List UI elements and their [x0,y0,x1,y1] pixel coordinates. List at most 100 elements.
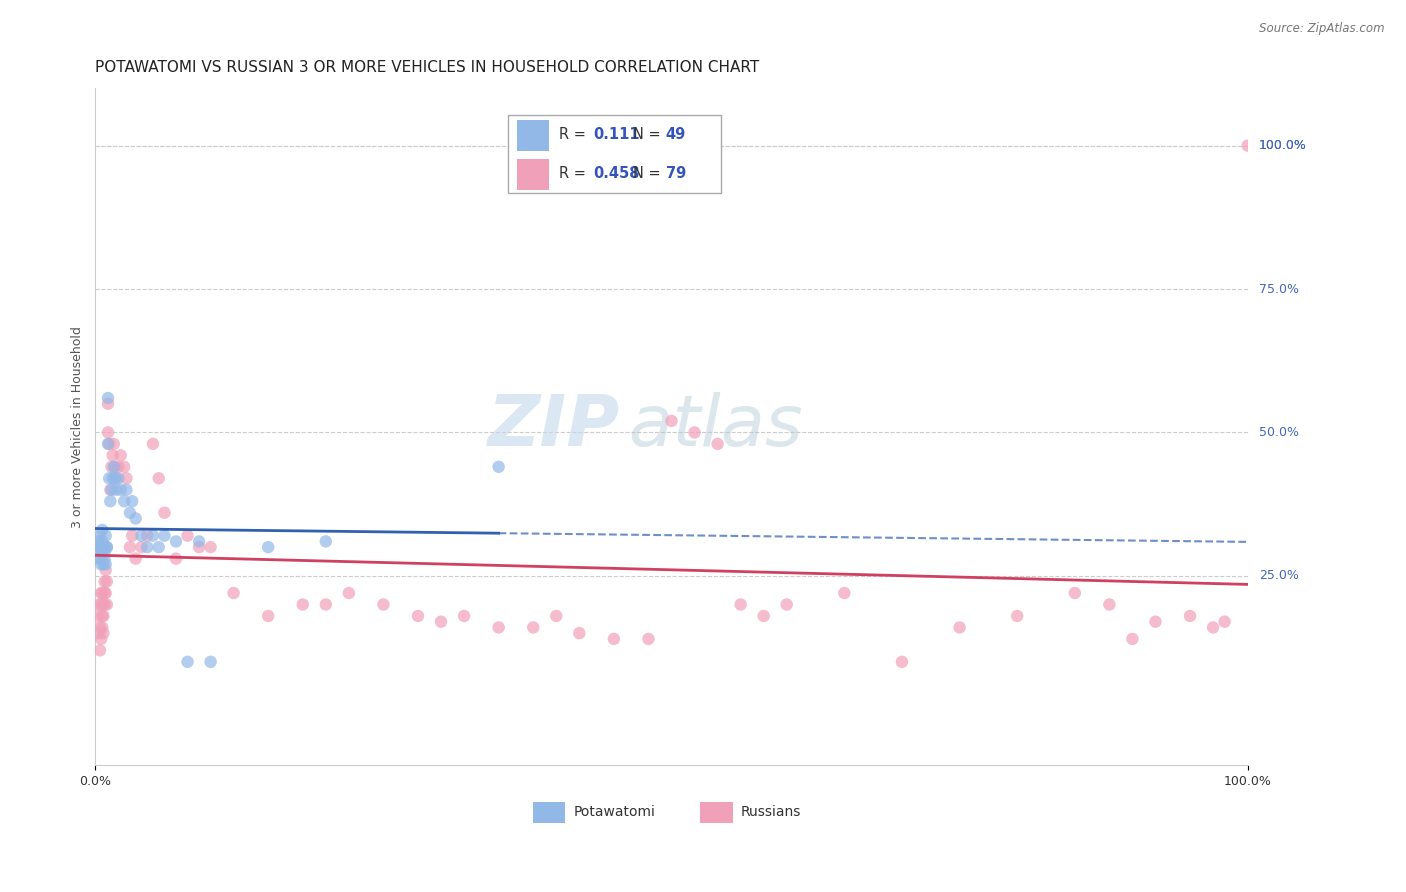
Point [1098,598,1121,612]
Point [100,459,122,474]
Point [453,609,475,624]
Point [90,558,112,572]
Point [257,540,280,554]
Point [142,437,165,451]
Point [165,551,187,566]
Point [97,425,120,440]
Point [103,459,125,474]
Point [89,620,111,634]
Point [100,483,122,497]
Point [87,540,110,554]
Point [98,483,121,497]
Point [112,494,135,508]
FancyBboxPatch shape [517,120,550,151]
Point [834,586,856,600]
Point [90,598,112,612]
Point [291,598,314,612]
Point [93,609,115,624]
Point [90,540,112,554]
Point [96,540,118,554]
Point [94,558,117,572]
Point [115,483,138,497]
Point [90,632,112,646]
Point [315,598,337,612]
Point [776,598,799,612]
Point [91,586,114,600]
Point [488,459,510,474]
Point [87,598,110,612]
Point [93,540,115,554]
Point [89,546,111,560]
Point [121,494,143,508]
Point [188,540,211,554]
Point [948,620,970,634]
Y-axis label: 3 or more Vehicles in Household: 3 or more Vehicles in Household [72,326,84,528]
Point [104,471,127,485]
Point [93,540,115,554]
Point [683,425,706,440]
Point [257,609,280,624]
Point [315,534,337,549]
Point [142,529,165,543]
Point [1202,620,1225,634]
Point [176,655,198,669]
Point [200,540,222,554]
Point [89,643,111,657]
Point [115,471,138,485]
Point [93,586,115,600]
Point [1063,586,1085,600]
Point [93,598,115,612]
Point [86,534,108,549]
Point [118,506,141,520]
Point [891,655,914,669]
Text: POTAWATOMI VS RUSSIAN 3 OR MORE VEHICLES IN HOUSEHOLD CORRELATION CHART: POTAWATOMI VS RUSSIAN 3 OR MORE VEHICLES… [96,60,759,75]
Point [91,534,114,549]
Text: 100.0%: 100.0% [1258,139,1306,153]
Point [86,609,108,624]
Point [430,615,453,629]
Point [131,540,153,554]
Point [97,437,120,451]
Point [94,563,117,577]
Point [522,620,544,634]
Text: Russians: Russians [741,805,801,820]
Point [101,471,124,485]
Point [104,459,127,474]
Point [98,471,121,485]
Point [112,459,135,474]
Text: Potawatomi: Potawatomi [574,805,655,820]
Point [337,586,360,600]
Point [222,586,245,600]
Text: 100.0%: 100.0% [1258,139,1306,153]
Point [107,471,129,485]
Point [373,598,395,612]
Text: 75.0%: 75.0% [1258,283,1299,295]
Point [87,626,110,640]
Point [488,620,510,634]
Point [97,397,120,411]
Point [93,574,115,589]
Text: 50.0%: 50.0% [1258,425,1299,439]
Point [96,540,118,554]
Point [93,558,115,572]
Point [93,598,115,612]
Point [93,540,115,554]
Text: 25.0%: 25.0% [1258,569,1299,582]
Point [1005,609,1028,624]
Point [136,529,159,543]
Text: 79: 79 [665,166,686,181]
Point [153,506,176,520]
FancyBboxPatch shape [508,115,721,194]
Text: atlas: atlas [627,392,803,461]
Point [91,546,114,560]
Point [94,529,117,543]
Point [1178,609,1201,624]
Point [96,598,118,612]
Point [107,459,129,474]
Point [730,598,752,612]
Text: 0.458: 0.458 [593,166,640,181]
Point [661,414,683,428]
Point [1144,615,1167,629]
Point [105,471,128,485]
Point [603,632,626,646]
